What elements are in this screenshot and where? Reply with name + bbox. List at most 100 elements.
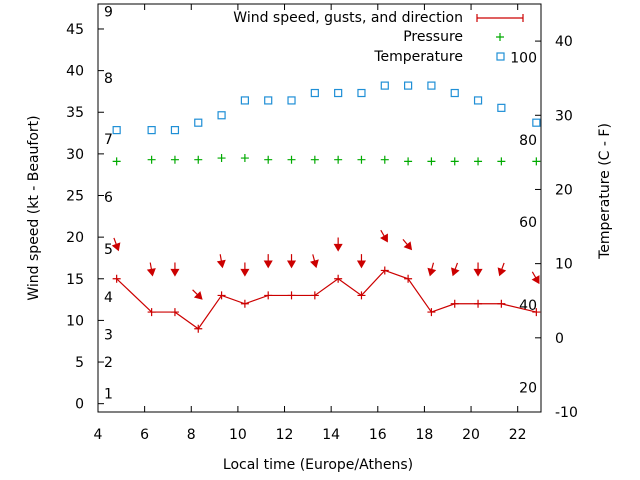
temperature-point xyxy=(217,111,226,120)
fahrenheit-label: 60 xyxy=(519,215,537,231)
x-tick-label: 14 xyxy=(322,427,340,443)
y2-tick-label: -10 xyxy=(555,405,578,421)
y2-tick-label: 10 xyxy=(555,257,573,273)
gust-arrow xyxy=(427,262,437,277)
temperature-point xyxy=(357,88,366,98)
temperature-point xyxy=(532,118,541,127)
marks-layer: 4 6 8 10 12 14 16 18 20 22051015202530354045-1001… xyxy=(66,4,578,443)
legend-marker-temperature xyxy=(496,52,505,61)
wind-speed-point xyxy=(264,291,273,300)
legend-label-temperature: Temperature xyxy=(373,49,463,65)
wind-speed-point xyxy=(217,291,226,300)
y-tick-label: 15 xyxy=(66,272,84,288)
y-tick-label: 10 xyxy=(66,313,84,329)
fahrenheit-label: 80 xyxy=(519,133,537,149)
beaufort-label: 7 xyxy=(104,132,113,148)
wind-speed-point xyxy=(450,299,459,308)
y-tick-label: 5 xyxy=(75,355,84,371)
temperature-point xyxy=(147,126,156,135)
pressure-point xyxy=(532,157,541,166)
legend-label-wind: Wind speed, gusts, and direction xyxy=(233,10,463,26)
pressure-point xyxy=(112,157,121,166)
wind-speed-point xyxy=(474,299,483,308)
fahrenheit-label: 40 xyxy=(519,298,537,314)
temperature-point xyxy=(264,96,273,105)
y-tick-label: 20 xyxy=(66,230,84,246)
gust-arrow xyxy=(240,262,250,277)
gust-arrow xyxy=(192,289,203,300)
beaufort-label: 1 xyxy=(104,387,113,403)
temperature-point xyxy=(310,88,319,98)
pressure-point xyxy=(497,157,506,166)
temperature-point xyxy=(380,81,389,90)
temperature-point xyxy=(170,126,180,135)
y-tick-label: 45 xyxy=(66,22,84,38)
y-tick-label: 40 xyxy=(66,64,84,80)
gust-arrow xyxy=(216,254,226,269)
wind-speed-point xyxy=(147,308,156,317)
legend-item-wind: Wind speed, gusts, and direction xyxy=(233,10,524,26)
x-tick-label: 8 xyxy=(187,427,196,443)
wind-speed-point xyxy=(170,308,179,317)
pressure-point xyxy=(427,157,436,166)
wind-speed-point xyxy=(310,291,319,300)
beaufort-label: 6 xyxy=(104,190,113,206)
plot-frame xyxy=(97,3,542,413)
wind-speed-point xyxy=(404,274,413,283)
x-axis-label: Local time (Europe/Athens) xyxy=(223,457,413,473)
pressure-point xyxy=(404,157,413,166)
wind-speed-point xyxy=(112,274,121,283)
wind-speed-point xyxy=(380,266,389,275)
y-tick-label: 0 xyxy=(75,397,84,413)
pressure-point xyxy=(310,155,319,164)
y2-tick-label: 40 xyxy=(555,34,573,50)
beaufort-label: 2 xyxy=(104,355,113,371)
y2-axis-label: Temperature (C - F) xyxy=(597,123,613,260)
gust-arrow xyxy=(333,237,343,252)
temperature-point xyxy=(287,96,296,105)
pressure-point xyxy=(380,155,389,164)
y-tick-label: 35 xyxy=(66,105,84,121)
x-tick-label: 22 xyxy=(509,427,527,443)
x-tick-label: 10 xyxy=(229,427,247,443)
legend-label-pressure: Pressure xyxy=(403,29,463,45)
beaufort-label: 5 xyxy=(104,242,113,258)
x-tick-label: 18 xyxy=(416,427,434,443)
pressure-point xyxy=(194,155,203,164)
beaufort-label: 3 xyxy=(104,328,113,344)
temperature-point xyxy=(473,96,483,105)
gust-arrow xyxy=(531,271,540,285)
pressure-point xyxy=(240,154,249,163)
temperature-point xyxy=(427,81,436,90)
beaufort-label: 8 xyxy=(104,71,113,87)
x-tick-label: 20 xyxy=(462,427,480,443)
wind-speed-point xyxy=(334,274,343,283)
wind-speed-point xyxy=(357,291,366,300)
temperature-point xyxy=(240,96,249,105)
pressure-point xyxy=(217,154,226,163)
gust-arrow xyxy=(380,229,388,243)
pressure-point xyxy=(287,155,296,164)
wind-speed-point xyxy=(240,299,249,308)
x-tick-label: 6 xyxy=(140,427,149,443)
legend-marker-pressure xyxy=(496,33,504,41)
legend: Wind speed, gusts, and direction Pressur… xyxy=(233,10,524,65)
y2-tick-label: 0 xyxy=(555,331,564,347)
wind-speed-point xyxy=(287,291,296,300)
gust-arrow xyxy=(402,238,413,251)
pressure-point xyxy=(170,155,179,164)
temperature-point xyxy=(334,88,343,98)
x-tick-label: 4 xyxy=(94,427,103,443)
y2-tick-label: 30 xyxy=(555,108,573,124)
gust-arrow xyxy=(497,262,507,277)
beaufort-label: 4 xyxy=(104,290,113,306)
wind-speed-line xyxy=(116,269,537,330)
y2-tick-label: 20 xyxy=(555,182,573,198)
gust-arrow xyxy=(356,254,367,269)
legend-item-temperature: Temperature xyxy=(373,49,505,65)
gust-arrow xyxy=(111,237,121,252)
y-axis-label: Wind speed (kt - Beaufort) xyxy=(26,115,42,300)
x-tick-label: 12 xyxy=(276,427,294,443)
gust-arrow xyxy=(473,262,483,277)
temperature-point xyxy=(112,126,121,135)
